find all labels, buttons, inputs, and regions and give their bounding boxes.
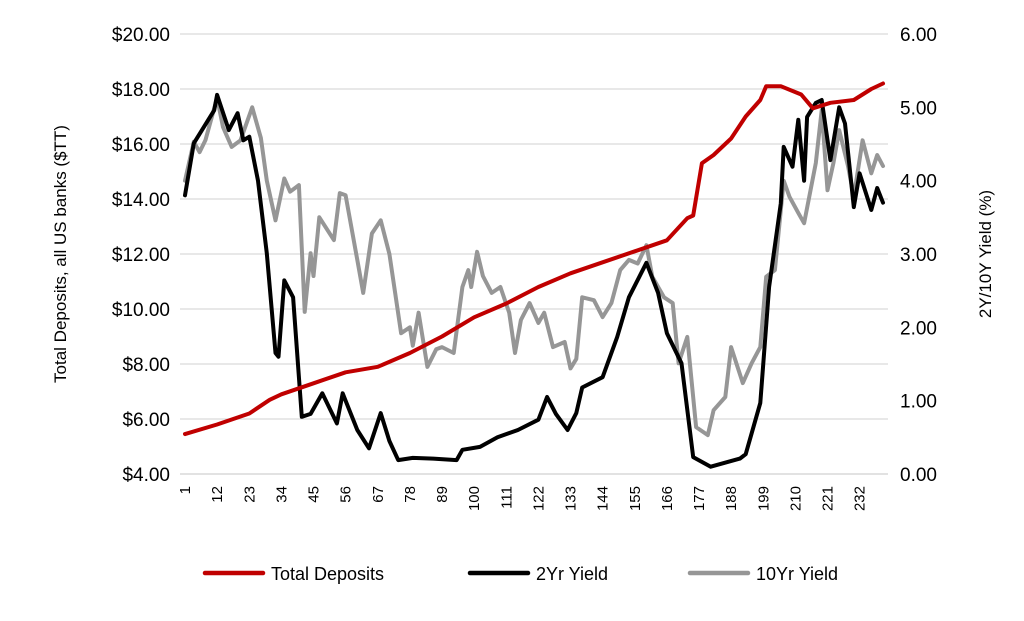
legend-label: 10Yr Yield: [756, 564, 838, 584]
x-tick-label: 188: [723, 486, 740, 511]
x-tick-label: 166: [659, 486, 676, 511]
left-axis-title: Total Deposits, all US banks ($TT): [51, 125, 70, 383]
left-y-tick-label: $6.00: [122, 410, 170, 431]
right-y-tick-label: 5.00: [900, 98, 937, 119]
legend-item: Total Deposits: [202, 564, 384, 584]
right-axis-title: 2Y/10Y Yield (%): [976, 190, 995, 318]
right-y-tick-label: 4.00: [900, 172, 937, 193]
x-tick-labels: 1 12 23 34 45 56 67 78 89 100 111 122 133 144 155 166 17…: [177, 486, 869, 511]
legend-label: Total Deposits: [271, 564, 384, 584]
left-y-tick-label: $20.00: [112, 25, 170, 46]
gridlines: [180, 33, 888, 475]
x-tick-label: 199: [755, 486, 772, 511]
legend-item: 10Yr Yield: [687, 564, 838, 584]
x-tick-label: 89: [434, 486, 451, 503]
x-tick-label: 56: [338, 486, 355, 503]
x-tick-label: 133: [563, 486, 580, 511]
series-line-10yr-yield: [183, 95, 885, 438]
x-tick-label: 144: [595, 486, 612, 511]
x-tick-label: 100: [466, 486, 483, 511]
right-y-tick-label: 2.00: [900, 318, 937, 339]
series-line-2yr-yield: [183, 92, 885, 469]
series-line-total-deposits: [183, 81, 885, 437]
x-tick-label: 155: [627, 486, 644, 511]
right-y-tick-label: 3.00: [900, 245, 937, 266]
legend-item: 2Yr Yield: [467, 564, 608, 584]
left-y-tick-label: $14.00: [112, 190, 170, 211]
left-y-tick-label: $18.00: [112, 80, 170, 101]
x-tick-label: 177: [691, 486, 708, 511]
x-tick-label: 78: [402, 486, 419, 503]
right-y-tick-labels: 0.00 1.00 2.00 3.00 4.00 5.00 6.00: [900, 25, 937, 486]
left-y-tick-label: $8.00: [122, 355, 170, 376]
left-y-tick-label: $4.00: [122, 465, 170, 486]
x-tick-label: 23: [241, 486, 258, 503]
x-tick-label: 122: [530, 486, 547, 511]
x-tick-label: 210: [787, 486, 804, 511]
x-tick-label: 221: [820, 486, 837, 511]
legend: Total Deposits 2Yr Yield 10Yr Yield: [202, 564, 838, 584]
left-y-tick-label: $10.00: [112, 300, 170, 321]
right-y-tick-label: 1.00: [900, 392, 937, 413]
right-y-tick-label: 6.00: [900, 25, 937, 46]
left-y-tick-label: $12.00: [112, 245, 170, 266]
x-tick-label: 111: [498, 486, 515, 509]
right-y-tick-label: 0.00: [900, 465, 937, 486]
series-lines: [183, 81, 885, 469]
x-tick-label: 34: [273, 486, 290, 503]
x-tick-label: 45: [306, 486, 323, 503]
x-tick-label: 232: [852, 486, 869, 511]
x-tick-label: 12: [209, 486, 226, 503]
x-tick-label: 67: [370, 486, 387, 503]
x-tick-label: 1: [177, 486, 194, 494]
legend-label: 2Yr Yield: [536, 564, 608, 584]
left-y-tick-labels: $4.00 $6.00 $8.00 $10.00 $12.00 $14.00 $16.00 $…: [112, 25, 170, 486]
left-y-tick-label: $16.00: [112, 135, 170, 156]
